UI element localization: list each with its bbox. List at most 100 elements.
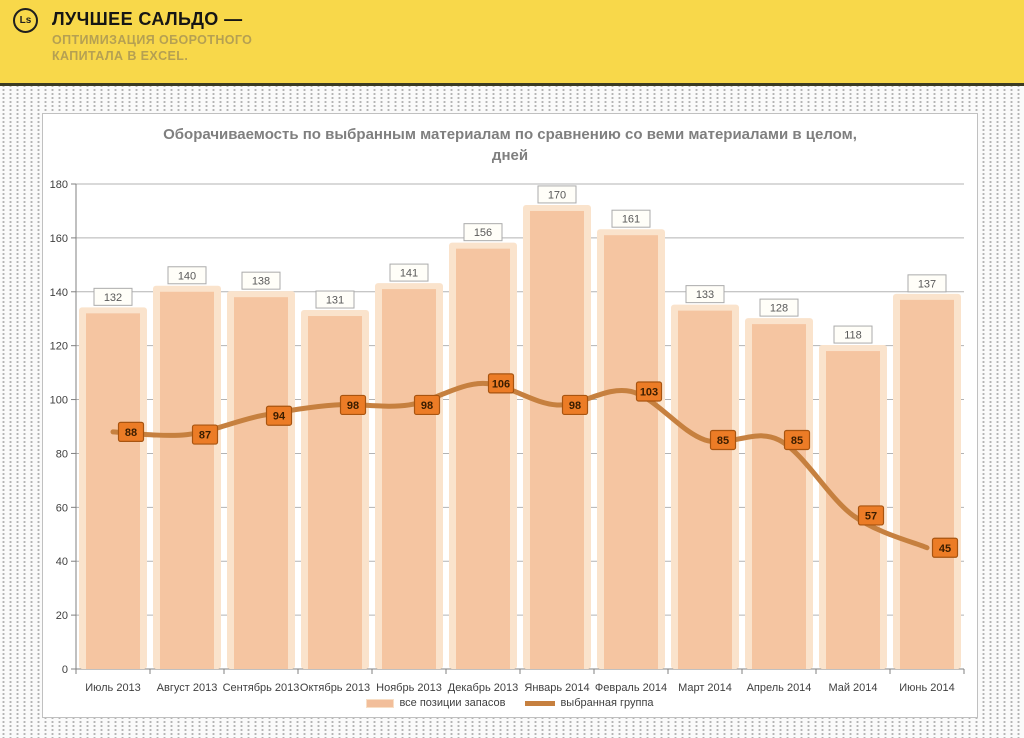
bar-value-label: 133 [696, 289, 714, 301]
y-axis-label: 40 [56, 556, 68, 568]
x-axis-label: Декабрь 2013 [448, 682, 518, 694]
line-value-label-box [413, 394, 441, 416]
line-value-label: 106 [492, 378, 510, 390]
bar [900, 299, 954, 669]
x-axis-label: Июль 2013 [85, 682, 141, 694]
bar-value-label: 132 [104, 292, 122, 304]
header: Ls ЛУЧШЕЕ САЛЬДО — ОПТИМИЗАЦИЯ ОБОРОТНОГ… [0, 0, 1024, 86]
bar [752, 324, 806, 669]
turnover-combo-chart: 0 20 40 60 80 100 120 140 160 180 132 140 138 131 141 1… [50, 179, 965, 694]
brand-subtitle-line2: КАПИТАЛА В EXCEL. [52, 49, 189, 63]
line-value-label: 94 [273, 411, 286, 423]
bar-value-label: 118 [844, 330, 862, 342]
line-value-label-box [709, 429, 737, 451]
brand-subtitle-line1: ОПТИМИЗАЦИЯ ОБОРОТНОГО [52, 33, 253, 47]
line-value-label: 98 [569, 400, 581, 412]
line-value-label-box [635, 381, 663, 402]
x-axis-label: Май 2014 [828, 682, 877, 694]
line-value-label-box [265, 405, 293, 426]
x-axis-label: Февраль 2014 [595, 682, 667, 694]
bar-value-label-box [685, 285, 725, 304]
bar-value-label-box [611, 209, 651, 228]
x-axis-label: Октябрь 2013 [300, 682, 370, 694]
legend-line-label: выбранная группа [560, 697, 654, 709]
x-axis-label: Июнь 2014 [899, 682, 955, 694]
brand-subtitle: ОПТИМИЗАЦИЯ ОБОРОТНОГО КАПИТАЛА В EXCEL. [52, 32, 252, 64]
bar-value-label: 137 [918, 278, 936, 290]
line-value-label: 98 [347, 400, 359, 412]
line-value-label: 88 [125, 427, 137, 439]
x-axis-label: Январь 2014 [524, 682, 589, 694]
x-axis-label: Август 2013 [157, 682, 218, 694]
chart-title: Оборачиваемость по выбранным материалам … [73, 124, 947, 166]
chart-title-line2: дней [491, 147, 529, 164]
line-value-label: 45 [939, 543, 951, 555]
bar-value-label-box [389, 263, 429, 282]
bar-value-label: 161 [622, 214, 640, 226]
line-value-label: 85 [717, 435, 729, 447]
x-axis-label: Ноябрь 2013 [376, 682, 442, 694]
bar-value-label-box [93, 287, 133, 306]
bar-value-label-box [907, 274, 947, 293]
bar [308, 316, 362, 669]
bar [530, 210, 584, 669]
bar-value-label-box [759, 298, 799, 317]
chart-legend: все позиции запасов выбранная группа [43, 697, 977, 709]
line-value-label-box [931, 537, 959, 558]
y-axis-label: 180 [50, 179, 68, 191]
bar-value-label: 131 [326, 295, 344, 307]
bar-value-label: 128 [770, 303, 788, 315]
line-value-label: 57 [865, 510, 877, 522]
line-value-label-box [191, 424, 219, 445]
legend-line-swatch-icon [525, 700, 556, 706]
line-value-label: 87 [199, 430, 211, 442]
bar [382, 289, 436, 669]
line-value-label-box [857, 505, 885, 526]
line-value-label-box [561, 394, 589, 416]
y-axis-label: 20 [56, 610, 68, 622]
bar-value-label: 156 [474, 227, 492, 239]
bar-value-label-box [463, 223, 503, 242]
y-axis-label: 60 [56, 502, 68, 514]
legend-item-line: выбранная группа [525, 697, 654, 709]
bar [160, 291, 214, 669]
y-axis-label: 100 [50, 395, 68, 407]
x-axis-label: Апрель 2014 [747, 682, 812, 694]
x-axis-label: Март 2014 [678, 682, 732, 694]
line-value-label-box [339, 394, 367, 416]
legend-item-bars: все позиции запасов [366, 697, 505, 709]
x-axis-label: Сентябрь 2013 [223, 682, 300, 694]
bar-value-label: 141 [400, 268, 418, 280]
bar [86, 313, 140, 669]
bar [234, 297, 288, 669]
bar [604, 235, 658, 669]
bar-value-label-box [241, 271, 281, 290]
bar-value-label-box [833, 325, 873, 344]
bar-value-label-box [315, 290, 355, 309]
bar [456, 248, 510, 669]
bar-value-label: 170 [548, 189, 566, 201]
y-axis-label: 120 [50, 341, 68, 353]
line-value-label-box [117, 421, 145, 442]
line-value-label: 85 [791, 435, 803, 447]
bar-value-label-box [167, 266, 207, 285]
chart-card: Оборачиваемость по выбранным материалам … [42, 113, 978, 718]
brand-title: ЛУЧШЕЕ САЛЬДО — [52, 9, 243, 29]
bar-value-label-box [537, 185, 577, 204]
legend-bar-label: все позиции запасов [399, 697, 506, 709]
y-axis-label: 0 [62, 664, 68, 676]
y-axis-label: 140 [50, 287, 68, 299]
bar-value-label: 140 [178, 270, 196, 282]
legend-bar-swatch-icon [366, 698, 395, 708]
bar [678, 310, 732, 669]
bar-value-label: 138 [252, 276, 270, 288]
chart-title-line1: Оборачиваемость по выбранным материалам … [163, 126, 857, 143]
line-series [110, 380, 930, 551]
y-axis-label: 80 [56, 448, 68, 460]
line-value-label-box [783, 429, 811, 451]
line-value-label: 103 [640, 386, 658, 398]
brand-logo-icon: Ls [13, 8, 38, 33]
line-value-label: 98 [421, 400, 433, 412]
line-value-label-box [487, 373, 515, 394]
